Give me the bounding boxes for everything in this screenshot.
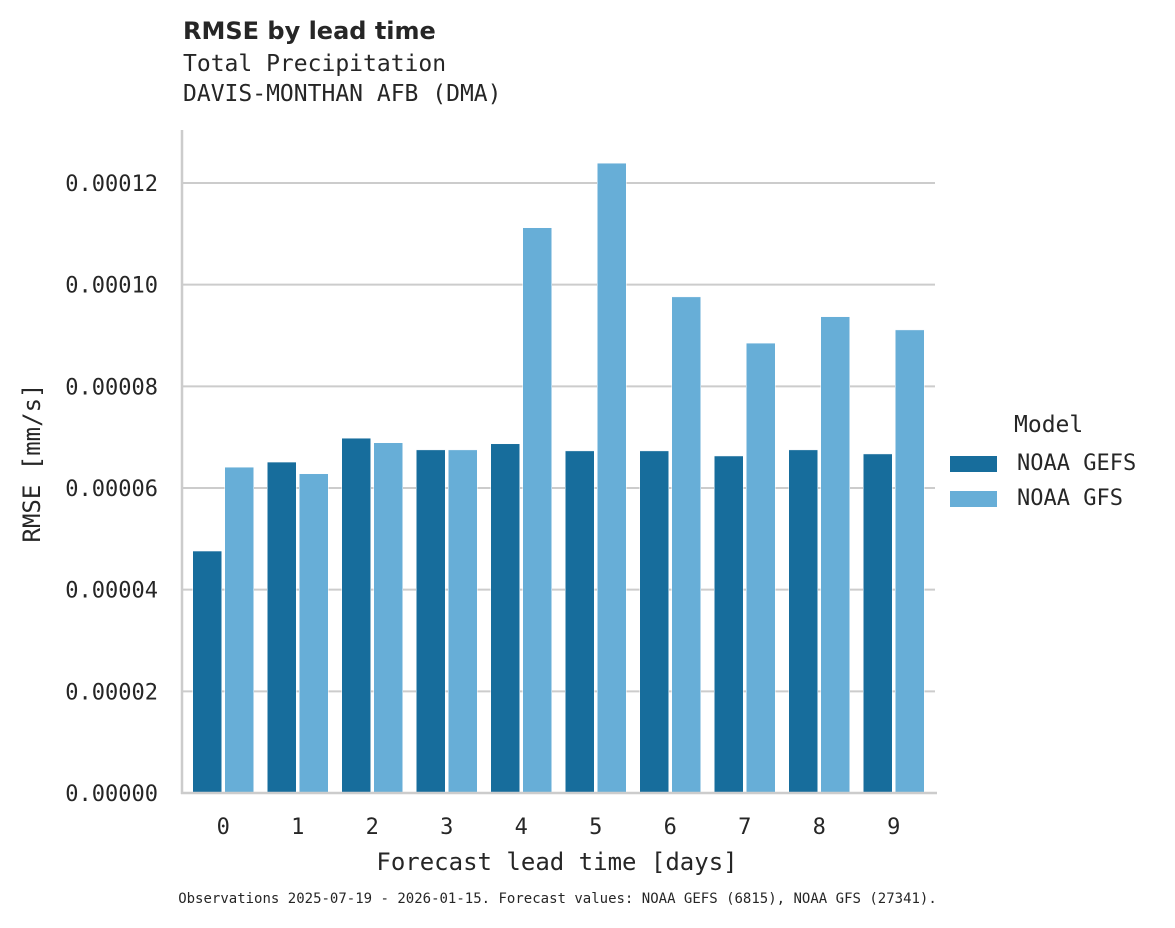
bar-gfs: [671, 296, 701, 794]
legend-label: NOAA GEFS: [1017, 451, 1137, 476]
chart-subtitle-variable: Total Precipitation: [183, 51, 447, 77]
y-tick-label: 0.00008: [65, 375, 158, 400]
x-tick-label: 1: [291, 815, 304, 840]
y-tick-label: 0.00012: [65, 172, 158, 197]
bar-gfs: [522, 227, 552, 794]
bar-gfs: [448, 449, 478, 794]
y-axis-label: RMSE [mm/s]: [18, 384, 46, 543]
x-tick-label: 4: [515, 815, 528, 840]
bar-gfs: [373, 442, 403, 794]
bar-gefs: [490, 443, 520, 794]
bar-gfs: [224, 466, 254, 794]
y-tick-label: 0.00010: [65, 274, 158, 299]
legend-label: NOAA GFS: [1017, 486, 1123, 511]
bar-gefs: [192, 550, 222, 794]
x-tick-label: 2: [366, 815, 379, 840]
legend-swatch-gfs: [950, 490, 997, 507]
x-axis-label: Forecast lead time [days]: [376, 848, 737, 876]
x-tick-label: 9: [887, 815, 900, 840]
bar-gefs: [416, 449, 446, 794]
bar-gfs: [746, 342, 776, 794]
y-tick-label: 0.00002: [65, 680, 158, 705]
bar-gefs: [341, 437, 371, 794]
x-tick-label: 5: [589, 815, 602, 840]
x-tick-label: 8: [813, 815, 826, 840]
legend-title: Model: [1014, 412, 1084, 438]
y-tick-label: 0.00000: [65, 782, 158, 807]
bar-gefs: [565, 450, 595, 794]
y-tick-label: 0.00004: [65, 579, 158, 604]
bar-gefs: [863, 453, 893, 794]
chart-caption: Observations 2025-07-19 - 2026-01-15. Fo…: [178, 891, 937, 907]
bar-gfs: [299, 473, 329, 794]
bar-gfs: [597, 162, 627, 794]
bar-gefs: [714, 455, 744, 794]
bar-gfs: [895, 329, 925, 794]
x-tick-label: 0: [217, 815, 230, 840]
chart-title: RMSE by lead time: [183, 17, 436, 45]
chart-subtitle-station: DAVIS-MONTHAN AFB (DMA): [183, 81, 502, 107]
legend-swatch-gefs: [950, 455, 997, 472]
bar-gfs: [820, 316, 850, 794]
y-tick-label: 0.00006: [65, 477, 158, 502]
legend-item-gfs: NOAA GFS: [950, 481, 1136, 516]
bar-gefs: [788, 449, 818, 794]
x-tick-label: 3: [440, 815, 453, 840]
legend-item-gefs: NOAA GEFS: [950, 446, 1136, 481]
legend: Model NOAA GEFS NOAA GFS: [950, 412, 1136, 516]
bar-gefs: [267, 461, 297, 794]
x-tick-label: 6: [664, 815, 677, 840]
x-tick-label: 7: [738, 815, 751, 840]
bar-gefs: [639, 450, 669, 794]
